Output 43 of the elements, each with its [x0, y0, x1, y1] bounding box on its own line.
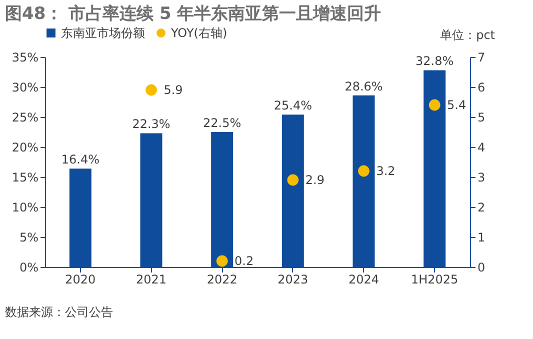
data-label: 22.3%	[132, 117, 170, 132]
point	[428, 99, 440, 111]
data-label: 0.2	[234, 254, 254, 268]
point	[216, 255, 228, 267]
y2-tick-label: 2	[478, 200, 486, 214]
data-label: 2.9	[305, 173, 324, 187]
data-label: 3.2	[376, 164, 396, 178]
source-note: 数据来源：公司公告	[5, 305, 113, 319]
y2-tick-label: 7	[478, 50, 486, 64]
data-label: 5.4	[447, 98, 466, 112]
y-tick-label: 30%	[12, 80, 38, 94]
data-label: 32.8%	[416, 54, 454, 68]
y-tick-label: 20%	[12, 140, 38, 154]
y2-tick-label: 5	[478, 110, 486, 124]
x-tick-label: 2021	[136, 272, 167, 286]
data-label: 25.4%	[274, 98, 312, 113]
y-tick-label: 25%	[12, 110, 38, 124]
y-tick-label: 5%	[19, 230, 38, 244]
point	[287, 174, 299, 186]
x-tick-label: 2022	[206, 272, 238, 286]
y-tick-label: 35%	[12, 50, 38, 64]
legend-label: YOY(右轴)	[170, 26, 228, 40]
chart-title: 图48： 市占率连续 5 年半东南亚第一且增速回升	[5, 4, 382, 24]
y2-tick-label: 6	[478, 80, 486, 94]
y-tick-label: 15%	[12, 170, 38, 184]
x-tick-label: 2023	[278, 272, 308, 286]
data-label: 22.5%	[203, 116, 242, 130]
data-label: 16.4%	[61, 152, 100, 167]
y2-tick-label: 1	[478, 230, 486, 244]
x-tick-label: 2024	[348, 272, 380, 286]
y2-axis-title: 单位：pct	[440, 28, 496, 42]
legend-label: 东南亚市场份额	[61, 26, 145, 40]
y2-tick-label: 0	[478, 260, 486, 274]
point	[358, 165, 370, 177]
x-tick-label: 1H2025	[410, 272, 458, 286]
y-tick-label: 10%	[12, 200, 38, 214]
point	[146, 84, 157, 96]
x-tick-label: 2020	[65, 272, 96, 286]
y2-tick-label: 3	[478, 170, 486, 184]
data-label: 28.6%	[344, 79, 383, 94]
data-label: 5.9	[164, 83, 183, 97]
y2-tick-label: 4	[478, 140, 486, 154]
y-tick-label: 0%	[19, 260, 38, 274]
